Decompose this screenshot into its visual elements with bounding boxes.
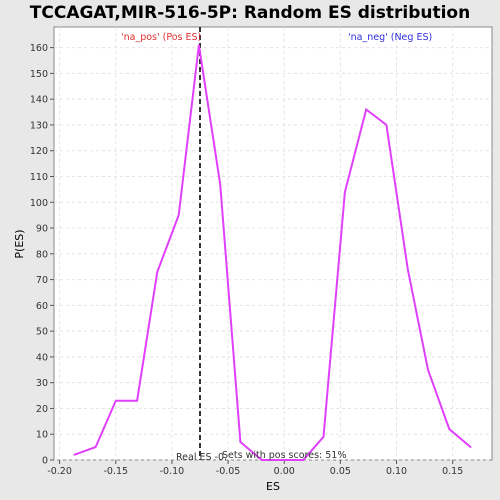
x-axis-label: ES bbox=[266, 480, 280, 493]
data-point bbox=[427, 368, 429, 371]
data-point bbox=[156, 271, 159, 273]
y-tick-label: 160 bbox=[30, 43, 48, 54]
es-distribution-line bbox=[73, 44, 472, 461]
data-point bbox=[365, 108, 368, 111]
y-tick-label: 130 bbox=[30, 120, 48, 131]
y-tick-label: 110 bbox=[30, 172, 48, 183]
x-tick-label: -0.05 bbox=[216, 466, 241, 477]
plot-area bbox=[53, 26, 493, 461]
y-tick-label: 10 bbox=[36, 430, 48, 441]
data-point bbox=[114, 399, 117, 402]
data-point bbox=[344, 191, 346, 193]
x-tick-label: -0.20 bbox=[47, 466, 72, 477]
y-axis-ticks: 0 10 20 30 40 50 60 70 80 90 100 110 120 130 140 150 160 bbox=[30, 43, 54, 467]
x-tick-label: 0.10 bbox=[386, 466, 407, 477]
x-tick-label: 0.15 bbox=[442, 466, 463, 477]
x-axis-ticks: -0.20 -0.15 -0.10 -0.05 0.00 0.05 0.10 0.15 bbox=[47, 460, 463, 477]
chart-title: TCCAGAT,MIR-516-5P: Random ES distributi… bbox=[30, 3, 470, 23]
data-point bbox=[302, 459, 305, 461]
y-tick-label: 0 bbox=[42, 456, 48, 467]
pos-es-label: 'na_pos' (Pos ES) bbox=[121, 32, 201, 43]
y-tick-label: 50 bbox=[36, 327, 48, 338]
data-point bbox=[260, 459, 263, 461]
data-point bbox=[239, 441, 242, 443]
y-tick-label: 20 bbox=[36, 404, 48, 415]
grid-lines bbox=[54, 27, 492, 461]
real-es-label: Real ES -0. bbox=[176, 452, 227, 463]
data-point bbox=[94, 446, 97, 448]
data-point bbox=[177, 214, 180, 216]
data-point bbox=[219, 183, 222, 186]
y-tick-label: 60 bbox=[36, 301, 48, 312]
y-tick-label: 150 bbox=[30, 69, 48, 80]
x-tick-label: 0.00 bbox=[274, 466, 295, 477]
pos-scores-label: Sets with pos scores: 51% bbox=[222, 450, 346, 461]
data-point bbox=[469, 446, 472, 448]
data-point bbox=[281, 459, 283, 461]
data-points bbox=[73, 44, 472, 461]
data-point bbox=[322, 436, 325, 438]
data-point bbox=[136, 399, 138, 402]
x-tick-label: 0.05 bbox=[330, 466, 351, 477]
y-tick-label: 70 bbox=[36, 275, 48, 286]
data-point bbox=[198, 44, 200, 46]
y-tick-label: 30 bbox=[36, 378, 48, 389]
y-tick-label: 120 bbox=[30, 146, 48, 157]
x-tick-label: -0.10 bbox=[160, 466, 185, 477]
y-tick-label: 80 bbox=[36, 249, 48, 260]
data-point bbox=[448, 428, 451, 430]
neg-es-label: 'na_neg' (Neg ES) bbox=[348, 32, 432, 43]
data-point bbox=[385, 124, 388, 126]
y-axis-label: P(ES) bbox=[13, 229, 26, 258]
y-tick-label: 140 bbox=[30, 95, 48, 106]
y-tick-label: 90 bbox=[36, 224, 48, 235]
data-point bbox=[406, 268, 409, 271]
x-tick-label: -0.15 bbox=[103, 466, 128, 477]
data-point bbox=[73, 454, 76, 456]
y-tick-label: 100 bbox=[30, 198, 48, 209]
y-tick-label: 40 bbox=[36, 352, 48, 363]
